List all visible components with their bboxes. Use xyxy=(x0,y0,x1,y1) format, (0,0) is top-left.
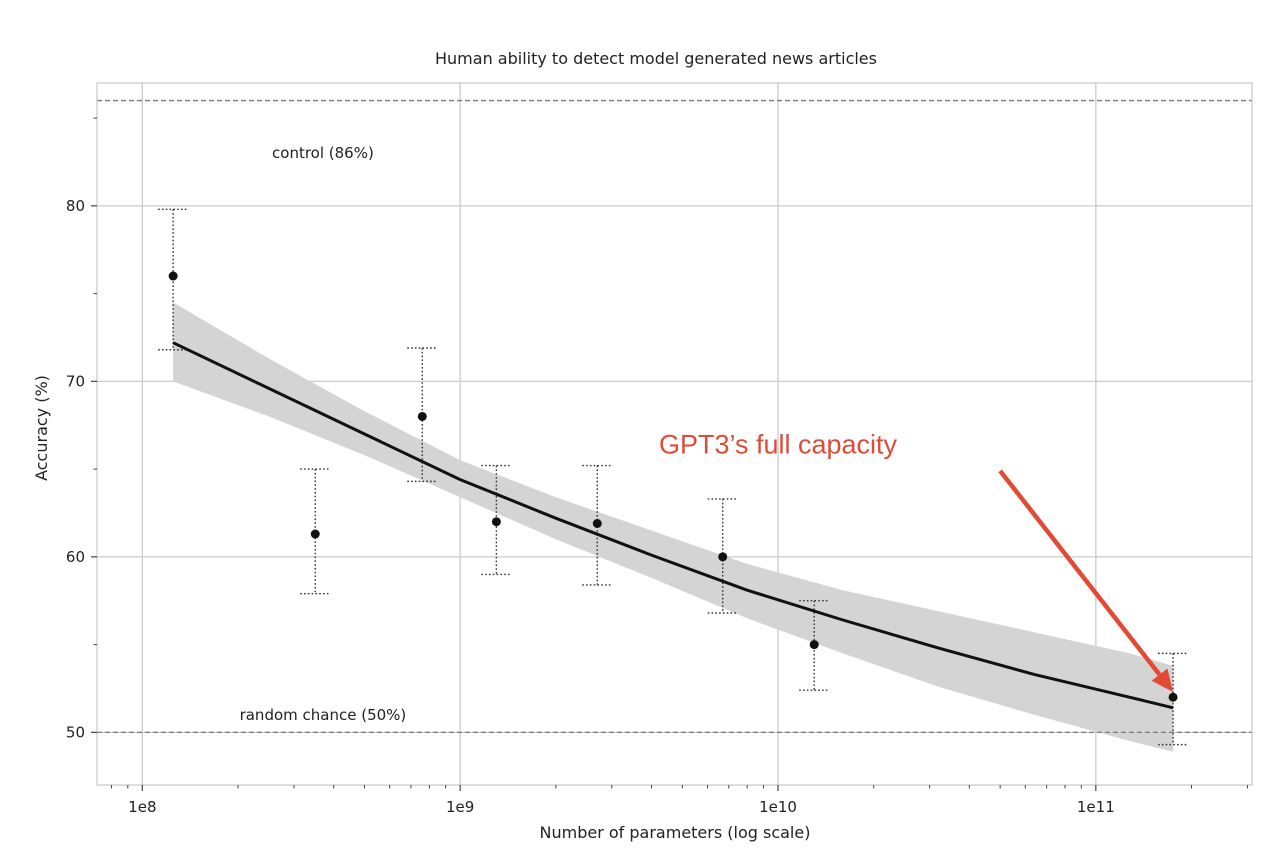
x-tick-label-0: 1e8 xyxy=(128,798,156,816)
annotation-layer: GPT3’s full capacity xyxy=(659,430,1174,692)
chart-title: Human ability to detect model generated … xyxy=(435,49,877,68)
data-point-2 xyxy=(417,411,427,421)
data-point-3 xyxy=(491,517,501,527)
data-points xyxy=(168,271,1178,702)
confidence-band xyxy=(173,302,1174,752)
confidence-band-layer xyxy=(173,302,1174,752)
axes: 1e8 1e9 1e10 1e11 50 60 70 80 xyxy=(66,117,1248,816)
x-tick-label-2: 1e10 xyxy=(759,798,797,816)
trend-line xyxy=(172,341,1174,710)
error-bar-6 xyxy=(799,600,830,691)
data-point-0 xyxy=(168,271,178,281)
y-tick-label-0: 50 xyxy=(66,723,85,741)
reference-label-0: control (86%) xyxy=(272,144,374,162)
y-tick-label-1: 60 xyxy=(66,548,85,566)
trend-line-layer xyxy=(172,341,1174,710)
error-bar-0 xyxy=(158,208,189,351)
data-point-4 xyxy=(592,519,602,529)
error-bar-2 xyxy=(407,347,438,483)
reference-label-1: random chance (50%) xyxy=(240,706,407,724)
gpt3-arrow-head xyxy=(1151,668,1174,692)
gpt3-callout-label: GPT3’s full capacity xyxy=(659,430,898,460)
y-tick-label-2: 70 xyxy=(66,372,85,390)
x-tick-label-1: 1e9 xyxy=(446,798,474,816)
y-tick-label-3: 80 xyxy=(66,197,85,215)
data-point-5 xyxy=(718,552,728,562)
gpt3-arrow-shaft xyxy=(998,469,1162,677)
x-axis-label: Number of parameters (log scale) xyxy=(540,823,811,842)
y-axis-label: Accuracy (%) xyxy=(32,375,51,481)
error-bar-4 xyxy=(582,464,613,586)
plot-frame xyxy=(96,82,1253,786)
data-point-1 xyxy=(310,529,320,539)
x-tick-label-3: 1e11 xyxy=(1077,798,1115,816)
reference-lines: control (86%) random chance (50%) xyxy=(97,99,1252,733)
data-point-7 xyxy=(1168,692,1178,702)
data-point-6 xyxy=(809,640,819,650)
